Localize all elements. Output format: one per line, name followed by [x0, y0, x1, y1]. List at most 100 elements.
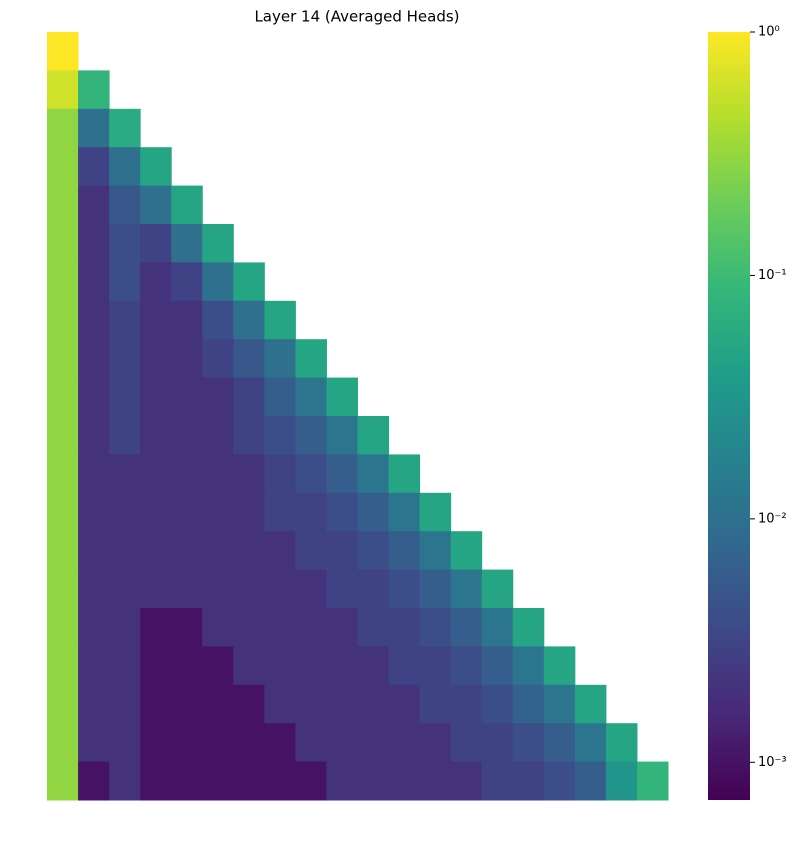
heatmap-cell [264, 454, 296, 494]
heatmap-cell [295, 569, 327, 609]
heatmap-cell [78, 147, 110, 187]
heatmap-cell [140, 185, 172, 225]
heatmap-cell [78, 70, 110, 110]
heatmap-cell [78, 108, 110, 148]
heatmap-cell [78, 185, 110, 225]
heatmap-cell [202, 684, 234, 724]
heatmap-cell [357, 416, 390, 455]
heatmap-cell [605, 761, 638, 801]
heatmap-cell [109, 531, 141, 571]
heatmap-cell [202, 224, 234, 263]
heatmap-cell [78, 723, 110, 763]
heatmap-cell [78, 224, 110, 263]
heatmap-cell [450, 723, 483, 763]
heatmap-cell [357, 569, 390, 609]
heatmap-cell [450, 569, 483, 609]
heatmap-cell [47, 646, 79, 686]
heatmap-cell [450, 684, 483, 724]
heatmap-cell [202, 377, 234, 417]
heatmap-cell [636, 761, 669, 801]
chart-title: Layer 14 (Averaged Heads) [254, 8, 459, 26]
heatmap-cell [233, 262, 265, 302]
colorbar-tick-label: 10⁰ [758, 25, 780, 40]
heatmap-cell [140, 224, 172, 263]
heatmap-cell [388, 684, 421, 724]
heatmap-cell [171, 531, 203, 571]
heatmap-cell [233, 416, 265, 455]
heatmap-cell [47, 108, 79, 148]
heatmap-cell [202, 569, 234, 609]
heatmap-cell [574, 761, 607, 801]
heatmap-cell [326, 569, 358, 609]
heatmap-cell [357, 454, 390, 494]
heatmap-cell [481, 723, 514, 763]
heatmap-cell [171, 300, 203, 340]
heatmap-cell [481, 646, 514, 686]
heatmap-cell [295, 761, 327, 801]
heatmap-cell [171, 569, 203, 609]
heatmap-cell [388, 492, 421, 532]
heatmap-cell [140, 608, 172, 647]
heatmap-cell [233, 531, 265, 571]
heatmap-cell [140, 684, 172, 724]
heatmap-cell [109, 300, 141, 340]
heatmap-cell [109, 569, 141, 609]
heatmap-cell [171, 454, 203, 494]
heatmap-cell [140, 339, 172, 379]
heatmap-cell [357, 492, 390, 532]
heatmap-cell [47, 377, 79, 417]
heatmap-cell [419, 531, 452, 571]
heatmap-cell [47, 569, 79, 609]
heatmap-cell [481, 684, 514, 724]
heatmap-cell [109, 416, 141, 455]
heatmap-cell [450, 608, 483, 647]
heatmap-cell [357, 531, 390, 571]
heatmap-cell [388, 723, 421, 763]
heatmap-cell [264, 339, 296, 379]
heatmap-cell [78, 454, 110, 494]
heatmap-cell [264, 416, 296, 455]
heatmap-cell [419, 646, 452, 686]
heatmap-cell [171, 761, 203, 801]
heatmap-cell [171, 224, 203, 263]
heatmap-cell [202, 646, 234, 686]
heatmap-cell [233, 723, 265, 763]
colorbar [708, 32, 750, 800]
heatmap-cell [543, 684, 576, 724]
heatmap-cell [264, 723, 296, 763]
heatmap-cell [140, 262, 172, 302]
heatmap-cell [450, 646, 483, 686]
heatmap-cell [481, 608, 514, 647]
heatmap-cell [419, 761, 452, 801]
heatmap-cell [47, 454, 79, 494]
heatmap-cell [233, 761, 265, 801]
heatmap-cell [326, 454, 358, 494]
heatmap-cell [202, 761, 234, 801]
heatmap-cell [109, 377, 141, 417]
heatmap-cell [295, 531, 327, 571]
heatmap-cell [78, 262, 110, 302]
heatmap-cell [47, 147, 79, 187]
heatmap-cell [326, 761, 358, 801]
heatmap-cell [78, 416, 110, 455]
heatmap-cell [140, 646, 172, 686]
heatmap-cell [264, 608, 296, 647]
heatmap-cell [202, 339, 234, 379]
heatmap-cell [512, 761, 545, 801]
heatmap-cell [171, 492, 203, 532]
colorbar-tick-label: 10⁻³ [758, 755, 787, 770]
heatmap-cell [388, 608, 421, 647]
heatmap-cell [481, 761, 514, 801]
heatmap-cell [140, 416, 172, 455]
heatmap-cell [512, 646, 545, 686]
heatmap-cell [295, 454, 327, 494]
heatmap-cell [326, 416, 358, 455]
heatmap-cell [202, 492, 234, 532]
heatmap-cell [295, 684, 327, 724]
heatmap-cell [295, 492, 327, 532]
heatmap-cell [295, 608, 327, 647]
heatmap-cell [109, 224, 141, 263]
heatmap-cell [171, 185, 203, 225]
heatmap-cell [388, 761, 421, 801]
